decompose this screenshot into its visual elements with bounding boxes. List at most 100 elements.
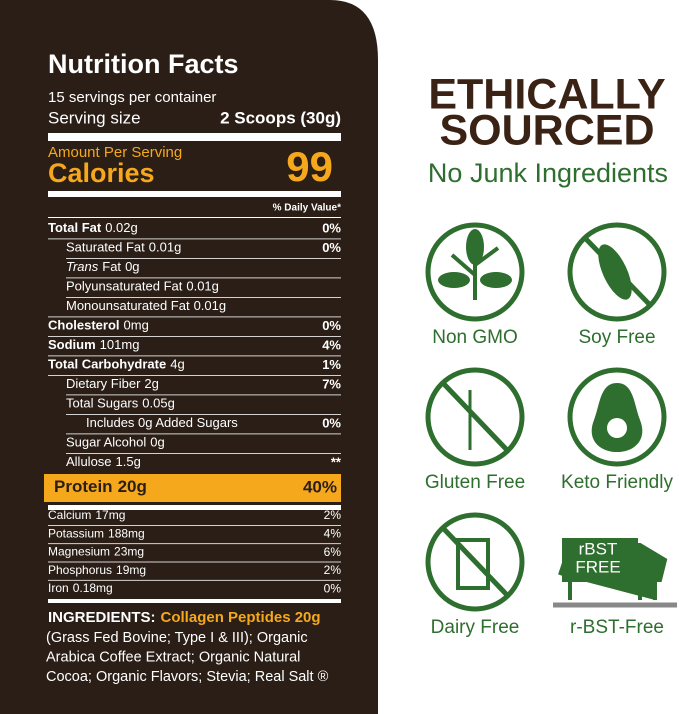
row-divider xyxy=(66,277,341,279)
row-divider xyxy=(66,453,341,454)
badge-label: Gluten Free xyxy=(425,472,525,493)
nutrient-row: Dietary Fiber 2g xyxy=(66,376,159,391)
nutrient-name: Sodium xyxy=(48,337,96,352)
row-divider xyxy=(48,238,341,240)
nutrient-name: Saturated Fat xyxy=(66,240,145,255)
mineral-amount: 0.18mg xyxy=(73,581,113,595)
rule xyxy=(48,191,341,197)
rule xyxy=(48,217,341,218)
mineral-dv: 2% xyxy=(324,563,342,577)
nutrient-name: Total Sugars xyxy=(66,396,139,411)
row-divider xyxy=(66,297,341,298)
nutrient-row: Polyunsaturated Fat 0.01g xyxy=(66,279,219,294)
nutrient-row: Includes 0g Added Sugars xyxy=(86,415,238,430)
mineral-amount: 17mg xyxy=(95,508,125,522)
soy-icon xyxy=(598,244,632,300)
serving-size-label: Serving size xyxy=(48,108,141,127)
ingredients-head: INGREDIENTS: Collagen Peptides 20g xyxy=(48,609,321,626)
nutrient-amount: 1.5g xyxy=(116,454,141,469)
mineral-name: Iron xyxy=(48,581,69,595)
row-divider xyxy=(48,561,341,563)
ingredients-heading: INGREDIENTS: xyxy=(48,609,156,626)
mineral-name: Potassium xyxy=(48,526,104,540)
protein-row: Protein 20g xyxy=(54,477,147,496)
nutrient-name: Cholesterol xyxy=(48,318,120,333)
mineral-amount: 188mg xyxy=(108,526,145,540)
nutrient-dv: 4% xyxy=(322,337,341,352)
row-divider xyxy=(66,394,341,396)
row-divider xyxy=(48,355,341,357)
nutrient-dv: 0% xyxy=(322,318,341,333)
nutrient-row: Saturated Fat 0.01g xyxy=(66,240,181,255)
milk-icon xyxy=(456,538,490,590)
row-divider xyxy=(48,579,341,581)
avocado-icon xyxy=(591,383,643,452)
mineral-row: Phosphorus 19mg xyxy=(48,563,146,577)
rule xyxy=(48,599,341,603)
row-divider xyxy=(66,414,341,415)
icon-circle xyxy=(425,367,525,467)
protein-highlight xyxy=(44,474,341,502)
icon-circle xyxy=(425,512,525,612)
mineral-row: Calcium 17mg xyxy=(48,508,125,522)
nutrient-name: Dietary Fiber xyxy=(66,376,141,391)
mineral-name: Calcium xyxy=(48,508,91,522)
mineral-dv: 6% xyxy=(324,545,342,559)
nutrient-name: Total Fat xyxy=(48,220,102,235)
ingredients-line: Arabica Coffee Extract; Organic Natural xyxy=(46,649,300,665)
nutrition-label: Nutrition Facts 15 servings per container… xyxy=(44,49,342,685)
protein-dv: 40% xyxy=(303,477,337,496)
protein-amount: 20g xyxy=(118,477,147,496)
mineral-name: Phosphorus xyxy=(48,563,112,577)
rbst-icon-text: FREE xyxy=(575,557,620,576)
badge-label: r-BST-Free xyxy=(570,617,664,638)
mineral-dv: 4% xyxy=(324,526,342,540)
nutrient-row: Sodium 101mg xyxy=(48,337,139,352)
row-divider xyxy=(48,375,341,376)
label-title: Nutrition Facts xyxy=(48,49,239,79)
avocado-pit xyxy=(607,418,627,438)
nutrient-row: Allulose 1.5g xyxy=(66,454,141,469)
mineral-name: Magnesium xyxy=(48,545,110,559)
ingredients-line: Cocoa; Organic Flavors; Stevia; Real Sal… xyxy=(46,669,329,685)
nutrient-name: Allulose xyxy=(66,454,112,469)
leaf xyxy=(438,272,470,288)
heading: ETHICALLY xyxy=(428,70,665,118)
amount-per-serving: Amount Per Serving xyxy=(48,144,182,161)
row-divider xyxy=(48,525,341,526)
leaf xyxy=(480,272,512,288)
nutrient-amount: 0.01g xyxy=(149,240,182,255)
nutrient-name: Includes 0g Added Sugars xyxy=(86,415,238,430)
daily-value-header: % Daily Value* xyxy=(273,203,341,214)
protein-name: Protein xyxy=(54,477,113,496)
nutrient-amount: 0g xyxy=(150,435,164,450)
calories-value: 99 xyxy=(286,143,333,190)
label-background xyxy=(0,0,378,714)
row-divider xyxy=(66,258,341,259)
ingredients-line: (Grass Fed Bovine; Type I & III); Organi… xyxy=(46,630,308,646)
servings: 15 servings per container xyxy=(48,89,216,106)
mineral-amount: 19mg xyxy=(116,563,146,577)
leaf xyxy=(466,229,484,265)
row-divider xyxy=(48,543,341,545)
badge-labels: Non GMO Soy Free Gluten Free Keto Friendly D… xyxy=(425,327,674,638)
icon-circle xyxy=(567,367,667,467)
icon-circle xyxy=(567,222,667,322)
cow-body xyxy=(562,538,638,582)
nutrient-name: Polyunsaturated Fat xyxy=(66,279,183,294)
calories-label: Calories xyxy=(48,158,155,188)
mineral-amount: 23mg xyxy=(114,545,144,559)
subheading: No Junk Ingredients xyxy=(428,158,668,188)
nutrient-name: Monounsaturated Fat xyxy=(66,298,190,313)
nutrient-name: Total Carbohydrate xyxy=(48,357,166,372)
nutrient-row: Total Carbohydrate 4g xyxy=(48,357,185,372)
slash xyxy=(441,381,509,452)
nutrient-name: Sugar Alcohol xyxy=(66,435,146,450)
heading: SOURCED xyxy=(439,106,654,154)
ingredients-highlight: Collagen Peptides 20g xyxy=(161,609,321,626)
rule xyxy=(48,505,341,510)
rbst-icon-text: rBST xyxy=(579,539,618,558)
row-divider xyxy=(48,316,341,318)
nutrient-row: Cholesterol 0mg xyxy=(48,318,149,333)
